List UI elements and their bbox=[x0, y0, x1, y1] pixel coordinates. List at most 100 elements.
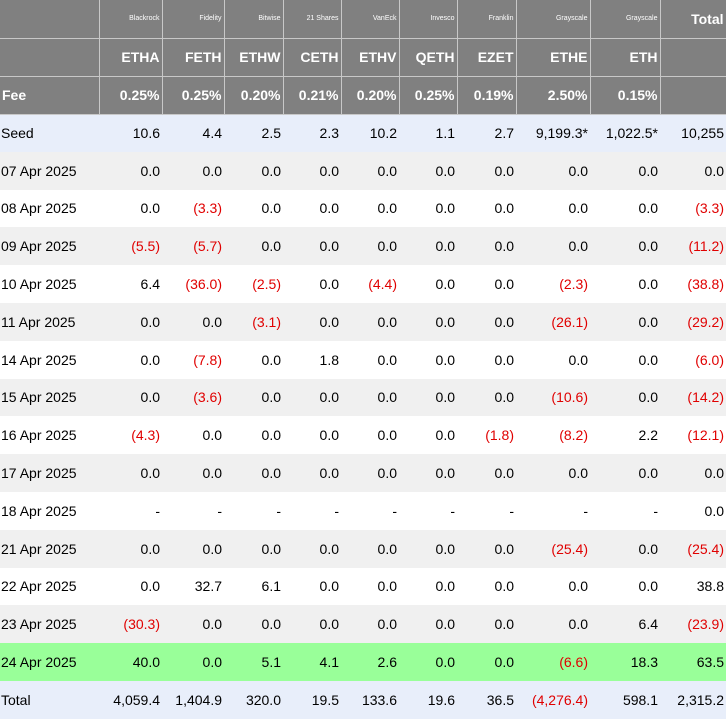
flow-cell: 0.0 bbox=[283, 567, 341, 606]
flow-cell: 0.0 bbox=[283, 416, 341, 455]
table-row: 07 Apr 2025 0.0 0.0 0.0 0.0 0.0 0.0 0.0 0.0 0.0 0.… bbox=[0, 151, 726, 190]
flow-cell: 36.5 bbox=[457, 680, 516, 719]
flow-cell: 6.1 bbox=[224, 567, 283, 606]
flow-cell: 0.0 bbox=[399, 227, 457, 266]
row-label: 15 Apr 2025 bbox=[0, 378, 99, 417]
flow-cell: 0.0 bbox=[399, 189, 457, 228]
flow-cell: 0.0 bbox=[590, 227, 660, 266]
flow-cell: 5.1 bbox=[224, 643, 283, 681]
row-total-cell: (11.2) bbox=[660, 227, 726, 266]
fee-cell: 0.20% bbox=[341, 76, 400, 115]
flow-cell: 0.0 bbox=[341, 340, 399, 379]
fee-cell: 0.25% bbox=[99, 76, 163, 115]
flow-cell: 0.0 bbox=[399, 416, 457, 455]
flow-cell: 4,059.4 bbox=[99, 680, 162, 719]
issuer-header: Invesco bbox=[399, 0, 458, 39]
row-label: 18 Apr 2025 bbox=[0, 491, 99, 530]
flow-cell: 0.0 bbox=[283, 378, 341, 417]
flow-cell: 1.1 bbox=[399, 114, 457, 152]
flow-cell: 0.0 bbox=[283, 265, 341, 303]
ticker-row: ETHA FETH ETHW CETH ETHV QETH EZET ETHE … bbox=[0, 38, 726, 77]
flow-cell: - bbox=[516, 491, 590, 530]
flow-cell: 0.0 bbox=[399, 567, 457, 606]
fee-cell: 2.50% bbox=[516, 76, 591, 115]
flow-cell: 0.0 bbox=[590, 340, 660, 379]
flow-cell: (5.5) bbox=[99, 227, 162, 266]
row-label: 07 Apr 2025 bbox=[0, 151, 99, 190]
flow-cell: 19.6 bbox=[399, 680, 457, 719]
row-label: Seed bbox=[0, 114, 99, 152]
flow-cell: - bbox=[590, 491, 660, 530]
flow-cell: 0.0 bbox=[457, 189, 516, 228]
issuer-header: VanEck bbox=[341, 0, 400, 39]
table-row: 22 Apr 2025 0.0 32.7 6.1 0.0 0.0 0.0 0.0 0.0 0.0 3… bbox=[0, 567, 726, 606]
fee-cell: 0.20% bbox=[224, 76, 284, 115]
flow-cell: 0.0 bbox=[590, 454, 660, 492]
row-total-cell: 63.5 bbox=[660, 643, 726, 681]
ticker-header: ETH bbox=[590, 38, 661, 77]
flow-cell: 10.6 bbox=[99, 114, 162, 152]
row-total-cell: 0.0 bbox=[660, 491, 726, 530]
ticker-header: QETH bbox=[399, 38, 458, 77]
row-total-cell: (38.8) bbox=[660, 265, 726, 303]
row-total-cell: (29.2) bbox=[660, 302, 726, 341]
row-label: 17 Apr 2025 bbox=[0, 454, 99, 492]
flow-cell: 0.0 bbox=[399, 302, 457, 341]
flow-cell: 0.0 bbox=[590, 567, 660, 606]
flow-cell: 0.0 bbox=[224, 416, 283, 455]
row-total-cell: 10,255 bbox=[660, 114, 726, 152]
flow-cell: 10.2 bbox=[341, 114, 399, 152]
ticker-header: CETH bbox=[283, 38, 342, 77]
flow-cell: 0.0 bbox=[516, 227, 590, 266]
flow-cell: 0.0 bbox=[457, 567, 516, 606]
flow-cell: - bbox=[399, 491, 457, 530]
flow-cell: 2.2 bbox=[590, 416, 660, 455]
flow-cell: 0.0 bbox=[162, 302, 224, 341]
flow-cell: 0.0 bbox=[341, 378, 399, 417]
flow-cell: - bbox=[224, 491, 283, 530]
flow-cell: 0.0 bbox=[457, 529, 516, 568]
flow-cell: - bbox=[162, 491, 224, 530]
row-total-cell: 2,315.2 bbox=[660, 680, 726, 719]
flow-cell: (36.0) bbox=[162, 265, 224, 303]
row-total-cell: (25.4) bbox=[660, 529, 726, 568]
table-row: 15 Apr 2025 0.0 (3.6) 0.0 0.0 0.0 0.0 0.0 (10.6)… bbox=[0, 378, 726, 417]
flow-cell: 9,199.3* bbox=[516, 114, 590, 152]
issuer-header: Grayscale bbox=[590, 0, 661, 39]
ticker-header: ETHW bbox=[224, 38, 284, 77]
flow-cell: 0.0 bbox=[457, 340, 516, 379]
flow-cell: 0.0 bbox=[341, 302, 399, 341]
table-row: 16 Apr 2025 (4.3) 0.0 0.0 0.0 0.0 0.0 (1.8) (8.2… bbox=[0, 416, 726, 455]
flow-cell: 0.0 bbox=[224, 227, 283, 266]
flow-cell: (3.1) bbox=[224, 302, 283, 341]
fee-row: Fee 0.25% 0.25% 0.20% 0.21% 0.20% 0.25% … bbox=[0, 76, 726, 115]
row-total-cell: 38.8 bbox=[660, 567, 726, 606]
flow-cell: 1,404.9 bbox=[162, 680, 224, 719]
flow-cell: 0.0 bbox=[224, 378, 283, 417]
flow-cell: 0.0 bbox=[516, 567, 590, 606]
flow-cell: 2.3 bbox=[283, 114, 341, 152]
issuer-header: Grayscale bbox=[516, 0, 591, 39]
flow-cell: 0.0 bbox=[590, 302, 660, 341]
flow-cell: 0.0 bbox=[162, 529, 224, 568]
flow-cell: 0.0 bbox=[341, 529, 399, 568]
corner-cell bbox=[0, 38, 100, 77]
flow-cell: 32.7 bbox=[162, 567, 224, 606]
flow-cell: (7.8) bbox=[162, 340, 224, 379]
flow-cell: (4.4) bbox=[341, 265, 399, 303]
flow-cell: 0.0 bbox=[341, 151, 399, 190]
flow-cell: 0.0 bbox=[399, 454, 457, 492]
total-header: Total bbox=[660, 0, 726, 39]
issuer-row: Blackrock Fidelity Bitwise 21 Shares Van… bbox=[0, 0, 726, 39]
flow-cell: 0.0 bbox=[283, 454, 341, 492]
flow-cell: - bbox=[99, 491, 162, 530]
flow-cell: 0.0 bbox=[341, 567, 399, 606]
flow-cell: 40.0 bbox=[99, 643, 162, 681]
flow-cell: 0.0 bbox=[99, 454, 162, 492]
flow-cell: 0.0 bbox=[516, 340, 590, 379]
fee-cell-empty bbox=[660, 76, 726, 115]
flow-cell: 0.0 bbox=[590, 265, 660, 303]
flow-cell: 0.0 bbox=[162, 454, 224, 492]
flow-cell: 0.0 bbox=[99, 340, 162, 379]
flow-cell: (4.3) bbox=[99, 416, 162, 455]
